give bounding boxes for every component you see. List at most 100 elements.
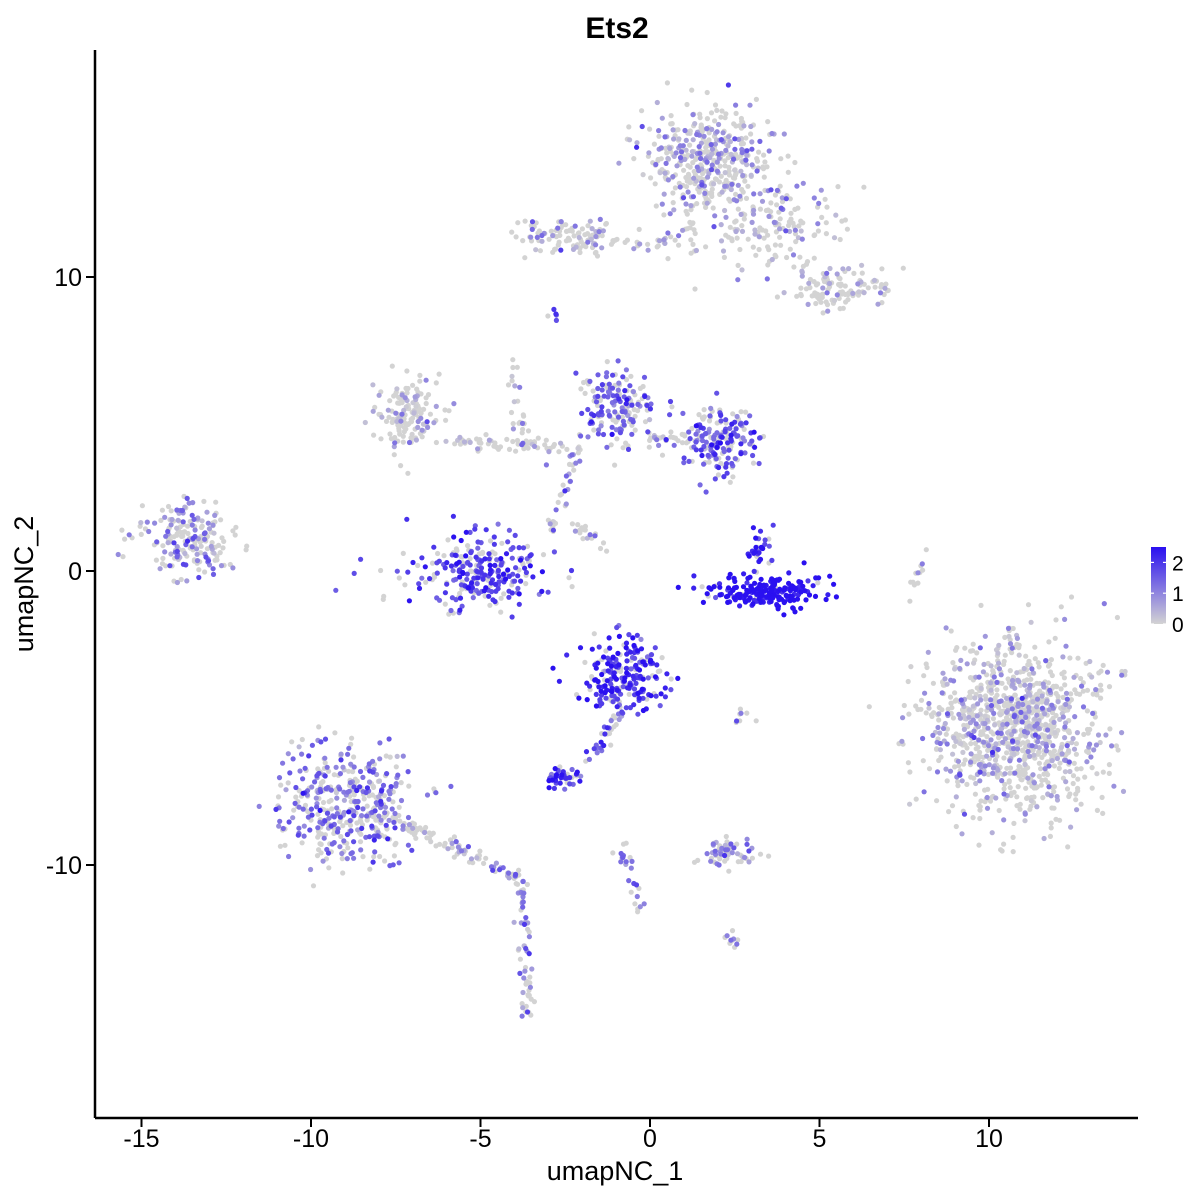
cell-point bbox=[194, 546, 200, 552]
cell-point bbox=[738, 710, 744, 716]
cell-point bbox=[729, 460, 735, 467]
cell-point bbox=[794, 596, 801, 602]
cell-point bbox=[733, 426, 739, 432]
cell-point bbox=[750, 452, 756, 459]
cell-point bbox=[351, 784, 357, 790]
cell-point bbox=[604, 370, 610, 376]
cell-point bbox=[423, 377, 429, 383]
cell-point bbox=[1073, 797, 1079, 803]
cell-point bbox=[419, 555, 425, 561]
cell-point bbox=[357, 768, 364, 775]
cell-point bbox=[1120, 788, 1127, 795]
cell-point bbox=[560, 482, 566, 488]
cell-point bbox=[593, 691, 599, 698]
cell-point bbox=[569, 452, 575, 458]
cell-point bbox=[704, 116, 711, 122]
cell-point bbox=[721, 254, 728, 260]
cell-point bbox=[680, 143, 686, 149]
cell-point bbox=[768, 200, 774, 206]
cell-point bbox=[1026, 723, 1033, 729]
cell-point bbox=[608, 663, 615, 669]
cell-point bbox=[976, 762, 982, 768]
cell-point bbox=[632, 413, 638, 419]
cell-point bbox=[628, 889, 634, 895]
cell-point bbox=[338, 751, 344, 757]
cell-point bbox=[777, 183, 783, 189]
cell-point bbox=[1026, 690, 1032, 696]
cell-point bbox=[735, 937, 741, 943]
cell-point bbox=[563, 501, 569, 507]
cell-point bbox=[639, 108, 645, 114]
cell-point bbox=[371, 854, 377, 860]
cell-point bbox=[522, 968, 528, 974]
cell-point bbox=[527, 984, 534, 990]
cell-point bbox=[744, 148, 750, 154]
cell-point bbox=[739, 267, 745, 273]
y-axis-label: umapNC_2 bbox=[9, 516, 39, 653]
cell-point bbox=[712, 476, 718, 482]
cell-point bbox=[636, 667, 643, 673]
cell-point bbox=[558, 219, 564, 225]
cell-point bbox=[577, 249, 583, 256]
cell-point bbox=[593, 399, 600, 405]
cell-point bbox=[1073, 751, 1079, 757]
cell-point bbox=[1050, 683, 1057, 689]
cell-point bbox=[500, 571, 507, 577]
cell-point bbox=[679, 431, 685, 437]
cell-point bbox=[748, 172, 754, 178]
cell-point bbox=[714, 390, 720, 396]
cell-point bbox=[838, 281, 844, 287]
cell-point bbox=[610, 372, 616, 378]
cell-point bbox=[392, 440, 398, 446]
cell-point bbox=[478, 569, 484, 575]
legend-tick-label: 2 bbox=[1172, 552, 1184, 575]
cell-point bbox=[1034, 696, 1041, 702]
cell-point bbox=[668, 429, 674, 435]
cell-point bbox=[454, 561, 460, 567]
cell-point bbox=[614, 624, 620, 631]
cell-point bbox=[563, 473, 570, 479]
cell-point bbox=[333, 587, 339, 593]
cell-point bbox=[751, 589, 757, 595]
cell-point bbox=[697, 115, 703, 121]
cell-point bbox=[572, 528, 579, 534]
cell-point bbox=[405, 421, 411, 428]
cell-point bbox=[516, 591, 522, 597]
cell-point bbox=[433, 403, 439, 409]
cell-point bbox=[427, 411, 433, 417]
cell-point bbox=[377, 756, 383, 762]
cell-point bbox=[635, 909, 641, 915]
cell-point bbox=[567, 781, 573, 787]
cell-point bbox=[718, 222, 724, 228]
cell-point bbox=[576, 695, 582, 701]
cell-point bbox=[1002, 634, 1008, 641]
cell-point bbox=[653, 203, 659, 209]
cell-point bbox=[419, 575, 425, 581]
cell-point bbox=[584, 680, 590, 686]
cell-point bbox=[364, 785, 370, 791]
cell-point bbox=[498, 609, 504, 615]
cell-point bbox=[1092, 714, 1098, 720]
cell-point bbox=[723, 214, 729, 220]
cell-point bbox=[996, 642, 1002, 649]
cell-point bbox=[521, 975, 527, 981]
cell-point bbox=[769, 587, 775, 594]
cell-point bbox=[718, 114, 724, 120]
cell-point bbox=[378, 436, 384, 442]
cell-point bbox=[644, 654, 651, 660]
cell-point bbox=[842, 283, 848, 289]
cell-point bbox=[460, 570, 466, 577]
cell-point bbox=[152, 520, 158, 526]
cell-point bbox=[513, 448, 519, 454]
cell-point bbox=[684, 178, 690, 184]
cell-point bbox=[212, 557, 218, 563]
cell-point bbox=[473, 554, 479, 560]
cell-point bbox=[1000, 739, 1006, 745]
cell-point bbox=[662, 134, 668, 140]
cell-point bbox=[811, 279, 817, 285]
cell-point bbox=[921, 673, 927, 679]
cell-point bbox=[833, 212, 839, 218]
cell-point bbox=[296, 804, 302, 810]
cell-point bbox=[961, 761, 967, 767]
cell-point bbox=[486, 556, 492, 562]
